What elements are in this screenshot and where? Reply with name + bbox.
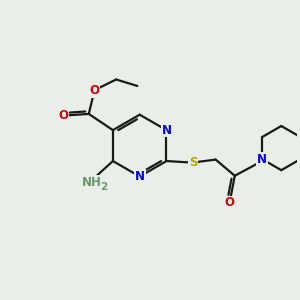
Text: N: N [135, 170, 145, 183]
Text: S: S [189, 156, 197, 169]
Text: 2: 2 [100, 182, 107, 192]
Text: NH: NH [82, 176, 102, 189]
Text: N: N [161, 124, 172, 136]
Text: O: O [225, 196, 235, 209]
Text: O: O [89, 84, 99, 97]
Text: N: N [257, 153, 267, 166]
Text: O: O [58, 109, 68, 122]
